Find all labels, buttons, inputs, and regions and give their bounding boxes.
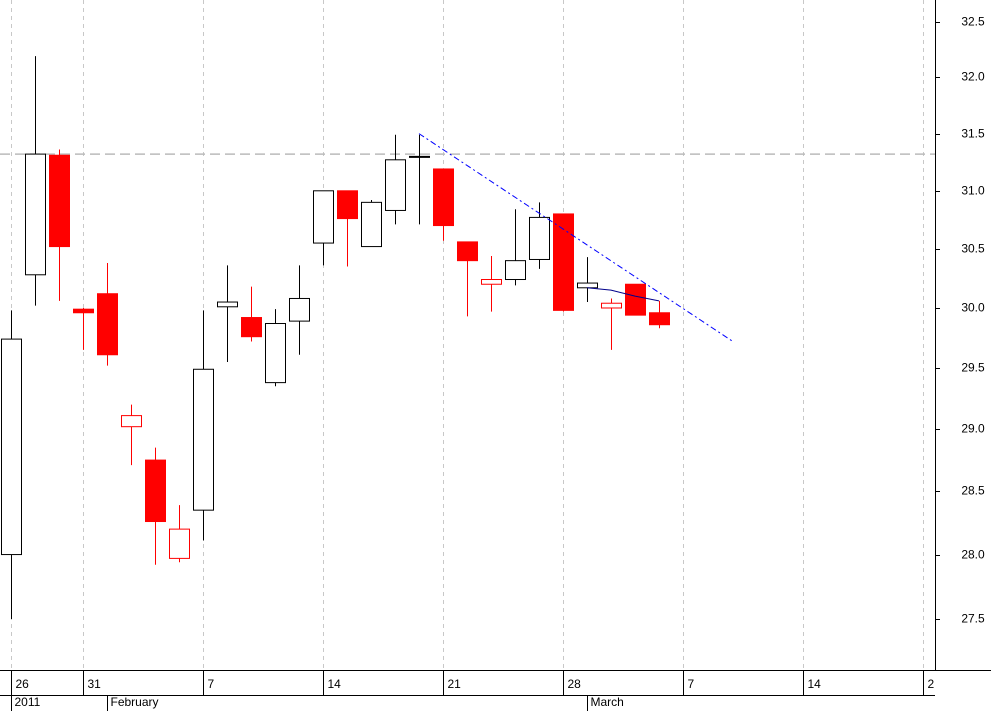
period-label: 2011 (15, 695, 41, 709)
x-tick-label: 2 (928, 677, 935, 691)
period-label: February (111, 695, 159, 709)
candle-body (649, 312, 670, 326)
candle-body (481, 279, 502, 285)
candle-body (529, 216, 550, 260)
y-tick-label: 32.0 (961, 70, 985, 84)
y-tick-label: 29.0 (961, 422, 985, 436)
x-tick-label: 14 (328, 677, 342, 691)
candle-body (361, 201, 382, 248)
candle-body (121, 415, 142, 428)
candle-body (505, 260, 526, 281)
candle-body (601, 302, 622, 309)
candle-body (25, 153, 46, 276)
candle-body (289, 297, 310, 322)
x-tick-label: 7 (208, 677, 215, 691)
candle-body (313, 190, 334, 244)
x-tick-label: 28 (568, 677, 582, 691)
y-tick-label: 27.5 (961, 612, 985, 626)
y-tick-label: 31.0 (961, 184, 985, 198)
candle-body (409, 155, 430, 158)
candle-body (217, 301, 238, 308)
candle-body (49, 154, 70, 248)
candle-body (97, 293, 118, 356)
candle-body (241, 317, 262, 338)
period-label: March (591, 695, 624, 709)
candle-body (73, 308, 94, 314)
average-line (586, 287, 660, 302)
y-tick-label: 31.5 (961, 127, 985, 141)
candle-body (265, 323, 286, 384)
candle-body (433, 168, 454, 227)
candle-body (169, 528, 190, 559)
candle-body (385, 159, 406, 211)
candle-body (553, 213, 574, 311)
x-tick-label: 7 (688, 677, 695, 691)
x-tick-label: 26 (16, 677, 30, 691)
y-tick-label: 32.5 (961, 15, 985, 29)
x-tick-label: 14 (808, 677, 822, 691)
candle-body (625, 283, 646, 316)
candle-body (577, 282, 598, 289)
y-tick-label: 28.5 (961, 484, 985, 498)
x-tick-label: 31 (88, 677, 102, 691)
candle-body (193, 368, 214, 511)
y-tick-label: 29.5 (961, 361, 985, 375)
x-tick-label: 21 (448, 677, 462, 691)
candle-body (145, 459, 166, 523)
candle-body (457, 241, 478, 262)
candle-body (1, 338, 22, 556)
y-tick-label: 28.0 (961, 548, 985, 562)
candle-body (337, 190, 358, 220)
y-tick-label: 30.5 (961, 242, 985, 256)
trendline (418, 133, 734, 342)
y-tick-label: 30.0 (961, 301, 985, 315)
